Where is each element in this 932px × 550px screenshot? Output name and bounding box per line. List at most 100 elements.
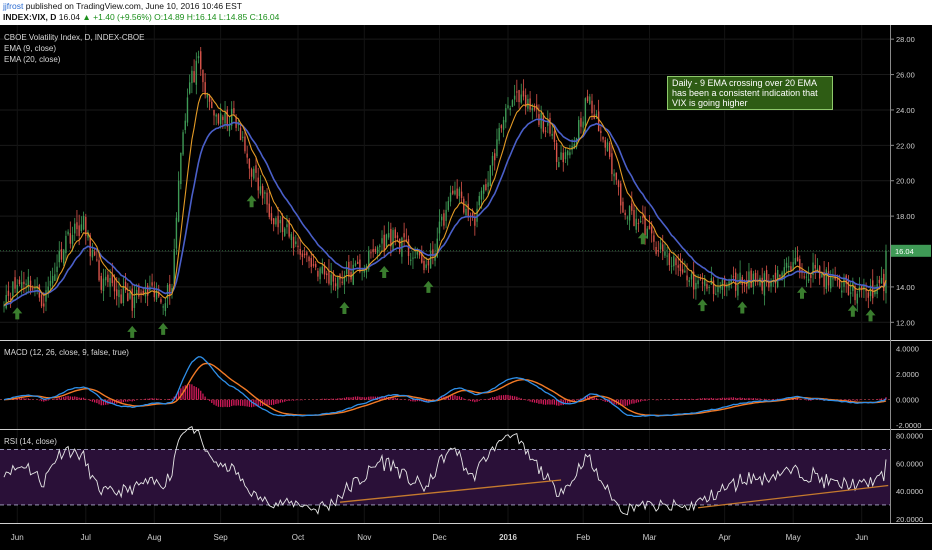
candle-body [379, 245, 381, 248]
panel-separators [0, 25, 932, 524]
candle-body [697, 280, 699, 285]
candle-body [204, 82, 206, 95]
candle-body [628, 205, 631, 221]
candle-body [465, 208, 467, 216]
candle-body [9, 298, 12, 300]
candle-body [432, 249, 434, 257]
time-axis: Jun Jul Aug Sep Oct Nov Dec 2016 Feb Mar Apr May Jun [11, 533, 868, 542]
candle-body [257, 177, 259, 191]
candle-body [242, 136, 244, 138]
price-tick-label: 14.00 [896, 283, 915, 292]
candle-body [796, 257, 799, 262]
candle-body [878, 279, 881, 284]
price-axis: 28.0026.0024.0022.0020.0018.0016.0014.00… [890, 35, 931, 524]
candle-body [869, 285, 872, 297]
candle-body [197, 56, 200, 59]
candle-body [43, 303, 45, 307]
candle-body [224, 112, 226, 124]
candle-body [816, 268, 819, 271]
candle-body [662, 244, 664, 252]
candle-body [511, 100, 514, 107]
candle-body [763, 273, 766, 296]
ema-lines [3, 92, 887, 307]
candle-body [248, 158, 251, 169]
candle-body [655, 247, 657, 254]
up-arrow-icon [865, 309, 876, 322]
candle-body [704, 279, 706, 286]
candle-body [653, 235, 655, 242]
price-tick-label: 20.00 [896, 177, 915, 186]
rsi-trendline [339, 479, 562, 503]
candle-body [151, 282, 153, 286]
candle-body [635, 218, 637, 230]
price-tick-label: 28.00 [896, 35, 915, 44]
candle-body [666, 255, 668, 257]
up-arrow-icon [127, 325, 138, 338]
candle-body [427, 260, 430, 266]
candle-body [403, 233, 405, 238]
candle-body [794, 258, 797, 264]
grid-lines [0, 25, 890, 523]
candle-body [87, 231, 89, 238]
candle-body [491, 155, 494, 166]
candle-body [677, 265, 679, 268]
candle-body [69, 233, 72, 244]
time-tick-label: Aug [147, 533, 161, 542]
candle-body [387, 233, 390, 238]
candle-body [518, 90, 520, 103]
candle-body [425, 264, 427, 268]
candle-body [841, 290, 843, 293]
candle-body [266, 192, 268, 205]
candle-body [186, 97, 189, 123]
candle-body [421, 251, 423, 263]
rsi-trendline [698, 484, 889, 509]
author-link[interactable]: jjfrost [3, 1, 24, 11]
candle-body [500, 125, 503, 129]
candle-body [102, 278, 105, 292]
candle-body [354, 263, 357, 266]
candle-body [82, 216, 85, 230]
candle-body [715, 293, 717, 295]
candle-body [611, 153, 613, 175]
candle-body [246, 153, 248, 158]
candle-body [158, 292, 160, 297]
candle-body [345, 266, 348, 274]
candle-body [578, 120, 580, 140]
time-tick-label: 2016 [499, 533, 517, 542]
chart-canvas[interactable]: 28.0026.0024.0022.0020.0018.0016.0014.00… [0, 25, 932, 550]
annotation-box[interactable]: Daily - 9 EMA crossing over 20 EMA has b… [667, 76, 833, 110]
rsi-line [3, 425, 887, 516]
candle-body [27, 276, 30, 288]
candle-body [874, 289, 876, 295]
candle-body [303, 253, 306, 256]
candle-body [765, 270, 768, 283]
candle-body [759, 277, 761, 286]
candle-body [306, 252, 308, 256]
up-arrow-icon [158, 322, 169, 335]
candle-body [155, 290, 158, 300]
up-arrow-icon [697, 299, 708, 312]
candle-body [93, 251, 96, 256]
candle-body [657, 250, 660, 252]
rsi-tick-label: 40.0000 [896, 487, 923, 496]
candle-body [642, 216, 644, 218]
candle-body [133, 296, 136, 308]
candle-body [717, 286, 719, 293]
candle-body [551, 133, 553, 136]
candle-body [91, 249, 94, 258]
candle-body [830, 276, 832, 289]
candle-body [854, 286, 856, 301]
candle-body [507, 105, 509, 109]
time-tick-label: Jul [81, 533, 91, 542]
candle-body [124, 281, 127, 291]
candle-body [290, 234, 293, 241]
candle-body [193, 71, 195, 83]
candle-body [564, 152, 567, 160]
candle-body [679, 263, 682, 272]
candle-body [129, 292, 131, 299]
candle-body [301, 253, 304, 257]
candle-body [542, 115, 545, 132]
candle-body [317, 270, 319, 277]
candle-body [832, 278, 834, 280]
candle-body [558, 161, 560, 167]
